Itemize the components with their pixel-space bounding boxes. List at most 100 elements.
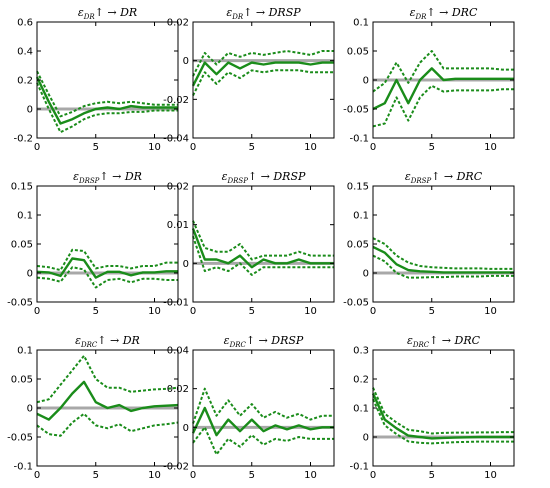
x-tick-label: 10: [304, 470, 317, 481]
x-tick-label: 0: [34, 470, 40, 481]
x-tick-label: 0: [190, 142, 196, 153]
x-tick-label: 10: [148, 142, 161, 153]
y-tick-label: 0.05: [11, 240, 33, 251]
x-tick-label: 10: [304, 142, 317, 153]
irf-panel-7: εDRC↑ → DR 0 5 10 -0.1 -0.05 0 0.05 0.1: [7, 334, 179, 481]
x-tick-label: 0: [370, 470, 376, 481]
irf-median-line: [371, 393, 514, 440]
irf-upper-band: [36, 70, 178, 118]
irf-upper-band: [192, 50, 334, 77]
irf-lower-band: [192, 235, 334, 276]
y-tick-label: 0.6: [17, 18, 33, 29]
axes-frame: [372, 185, 515, 303]
x-tick-label: 0: [190, 470, 196, 481]
y-tick-label: -0.04: [163, 134, 189, 145]
panel-title: εDR↑ → DR: [78, 6, 137, 21]
irf-median-line: [35, 76, 178, 125]
axes-frame: [36, 185, 179, 303]
x-tick-label: 5: [93, 142, 99, 153]
y-tick-label: -0.05: [7, 433, 33, 444]
x-tick-label: 10: [304, 306, 317, 317]
panel-title: εDRSP↑ → DRC: [405, 170, 483, 185]
x-tick-label: 0: [370, 142, 376, 153]
irf-median-line: [36, 380, 179, 421]
y-tick-label: 0.05: [11, 375, 33, 386]
y-tick-label: 0.04: [167, 346, 189, 357]
y-tick-label: 0: [183, 56, 189, 67]
irf-upper-band: [372, 50, 514, 93]
y-tick-label: 0.01: [167, 220, 189, 231]
y-tick-label: 0: [183, 259, 189, 270]
irf-lower-band: [192, 69, 334, 96]
y-tick-label: -0.1: [349, 462, 369, 473]
y-tick-label: 0: [363, 269, 369, 280]
x-tick-label: 5: [429, 306, 435, 317]
y-tick-label: 0.1: [353, 18, 369, 29]
irf-upper-band: [192, 220, 334, 261]
y-tick-label: 0.02: [167, 182, 189, 193]
x-tick-label: 10: [484, 306, 497, 317]
y-tick-label: 0.05: [347, 47, 369, 58]
y-tick-label: 0.15: [347, 182, 369, 193]
y-tick-label: 0: [363, 76, 369, 87]
y-tick-label: 0: [27, 404, 33, 415]
x-tick-label: 10: [148, 306, 161, 317]
x-tick-label: 0: [370, 306, 376, 317]
y-tick-label: -0.05: [343, 105, 369, 116]
y-tick-label: 0: [183, 423, 189, 434]
irf-median-line: [372, 67, 514, 111]
y-tick-label: -0.1: [13, 462, 33, 473]
y-tick-label: -0.05: [343, 298, 369, 309]
panel-title: εDRC↑ → DRC: [407, 334, 481, 349]
axes-frame: [192, 21, 335, 139]
y-tick-label: 0.05: [347, 240, 369, 251]
y-tick-label: 0.3: [353, 346, 369, 357]
y-tick-label: 0.02: [167, 384, 189, 395]
y-tick-label: 0.4: [17, 47, 33, 58]
y-tick-label: 0.02: [167, 18, 189, 29]
y-tick-label: 0: [27, 105, 33, 116]
y-tick-label: 0.1: [17, 211, 33, 222]
axes-frame: [372, 349, 515, 467]
irf-upper-band: [372, 237, 514, 270]
y-tick-label: 0.2: [353, 375, 369, 386]
irf-upper-band: [36, 248, 178, 272]
panel-title: εDRSP↑ → DRSP: [222, 170, 306, 185]
y-tick-label: 0.15: [11, 182, 33, 193]
irf-median-line: [191, 61, 334, 87]
x-tick-label: 0: [190, 306, 196, 317]
y-tick-label: 0.2: [17, 76, 33, 87]
irf-median-line: [372, 245, 514, 274]
irf-upper-band: [372, 387, 514, 435]
y-tick-label: 0.1: [353, 211, 369, 222]
irf-panel-2: εDR↑ → DRSP 0 5 10 -0.04 -0.02 0 0.02: [163, 6, 335, 153]
y-tick-label: -0.02: [163, 462, 189, 473]
irf-lower-band: [372, 84, 514, 128]
y-tick-label: -0.1: [349, 134, 369, 145]
irf-upper-band: [192, 387, 334, 424]
irf-median-line: [191, 228, 334, 269]
x-tick-label: 0: [34, 306, 40, 317]
axes-frame: [192, 349, 335, 467]
irf-upper-band: [36, 354, 179, 404]
y-tick-label: -0.2: [13, 134, 33, 145]
irf-lower-band: [372, 398, 514, 445]
y-tick-label: -0.05: [7, 298, 33, 309]
x-tick-label: 0: [34, 142, 40, 153]
irf-median-line: [36, 257, 178, 279]
irf-lower-band: [36, 82, 178, 134]
y-tick-label: 0.1: [353, 404, 369, 415]
irf-panel-1: εDR↑ → DR0 5 10-0.200.20.40.6: [13, 6, 179, 153]
panel-title: εDRSP↑ → DR: [73, 170, 142, 185]
x-tick-label: 5: [93, 306, 99, 317]
panel-title: εDR↑ → DRC: [410, 6, 478, 21]
irf-lower-band: [36, 412, 179, 437]
irf-lower-band: [372, 254, 514, 279]
y-tick-label: 0: [363, 433, 369, 444]
y-tick-label: 0: [27, 269, 33, 280]
